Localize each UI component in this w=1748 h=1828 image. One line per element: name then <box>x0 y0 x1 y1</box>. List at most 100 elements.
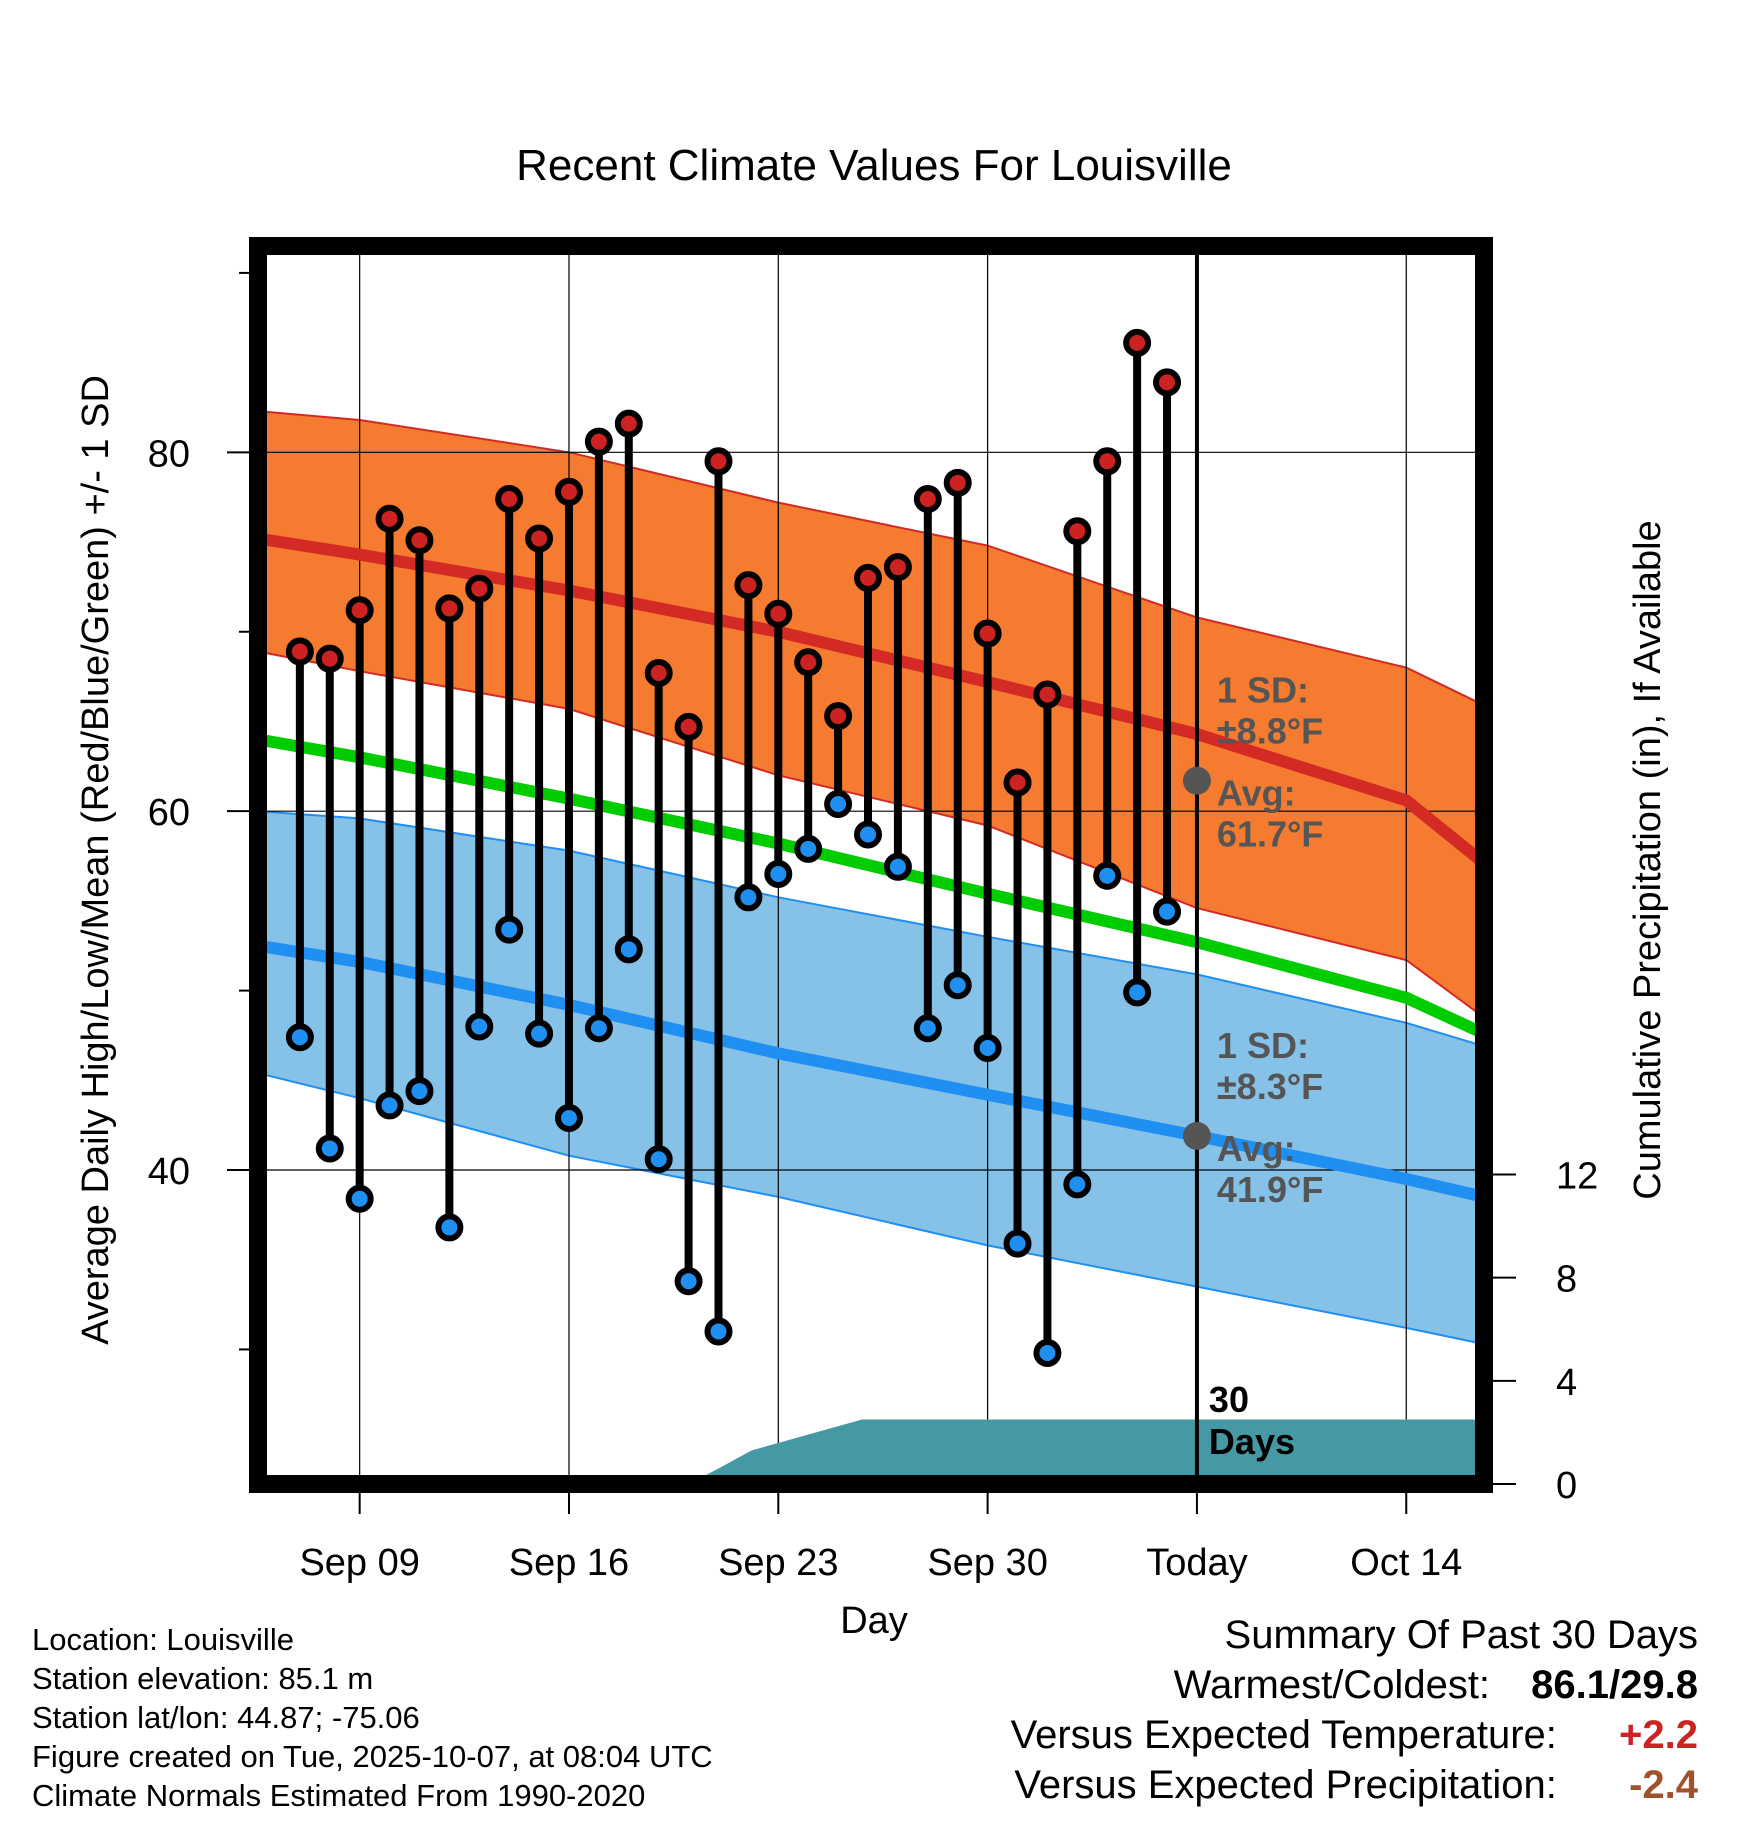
daily-high-point <box>1003 768 1032 797</box>
daily-low-point <box>913 1014 942 1043</box>
low-avg-value: 41.9°F <box>1217 1169 1323 1210</box>
daily-high-point <box>584 427 613 456</box>
daily-high-point <box>734 571 763 600</box>
daily-high-point <box>435 594 464 623</box>
high-avg-marker <box>1182 766 1211 795</box>
daily-high-point <box>883 553 912 582</box>
low-sd-label: 1 SD: <box>1217 1025 1309 1066</box>
days-count-label: 30 <box>1209 1379 1249 1420</box>
daily-low-point <box>584 1014 613 1043</box>
x-tick-label: Sep 23 <box>718 1542 838 1584</box>
daily-high-point <box>315 644 344 673</box>
daily-low-point <box>883 852 912 881</box>
summary-title: Summary Of Past 30 Days <box>1224 1613 1698 1657</box>
daily-low-point <box>973 1034 1002 1063</box>
daily-high-point <box>375 504 404 533</box>
daily-low-point <box>345 1184 374 1213</box>
daily-high-point <box>525 524 554 553</box>
daily-low-point <box>614 935 643 964</box>
daily-low-point <box>375 1091 404 1120</box>
summary-panel: Summary Of Past 30 Days Warmest/Coldest:… <box>1011 1610 1698 1810</box>
daily-high-point <box>405 526 434 555</box>
y-tick-label: 80 <box>148 433 190 475</box>
station-info: Location: Louisville Station elevation: … <box>32 1620 713 1815</box>
daily-high-point <box>854 563 883 592</box>
daily-high-point <box>1063 517 1092 546</box>
daily-high-point <box>824 702 853 731</box>
high-sd-label: 1 SD: <box>1217 670 1309 711</box>
location-text: Location: Louisville <box>32 1622 294 1657</box>
temp-label: Versus Expected Temperature: <box>1010 1713 1557 1757</box>
daily-low-point <box>525 1019 554 1048</box>
normal-high-line <box>257 532 1488 868</box>
daily-low-point <box>764 859 793 888</box>
daily-low-point <box>674 1267 703 1296</box>
daily-high-point <box>973 619 1002 648</box>
y-right-tick-label: 0 <box>1556 1465 1577 1507</box>
daily-high-point <box>614 409 643 438</box>
warm-cold-value: 86.1/29.8 <box>1531 1663 1698 1707</box>
chart-text: Recent Climate Values For Louisville Day… <box>75 141 1669 1642</box>
daily-low-point <box>644 1145 673 1174</box>
x-tick-label: Sep 30 <box>927 1542 1047 1584</box>
daily-low-point <box>315 1134 344 1163</box>
daily-high-point <box>794 648 823 677</box>
high-sd-value: ±8.8°F <box>1217 711 1323 752</box>
y-axis-right-label: Cumulative Precipitation (in), If Availa… <box>1627 520 1669 1199</box>
temp-row: Versus Expected Temperature: +2.2 <box>1011 1710 1698 1760</box>
x-tick-label: Oct 14 <box>1350 1542 1462 1584</box>
temp-value: +2.2 <box>1619 1713 1698 1757</box>
daily-low-point <box>704 1317 733 1346</box>
plot-border <box>249 237 1493 1493</box>
y-right-tick-label: 4 <box>1556 1362 1577 1404</box>
daily-high-point <box>1093 447 1122 476</box>
daily-high-point <box>1123 328 1152 357</box>
y-right-tick-label: 12 <box>1556 1156 1598 1198</box>
precip-label: Versus Expected Precipitation: <box>1014 1763 1557 1807</box>
daily-high-point <box>1153 368 1182 397</box>
daily-high-point <box>943 468 972 497</box>
daily-high-point <box>345 596 374 625</box>
daily-high-point <box>495 484 524 513</box>
daily-low-point <box>734 883 763 912</box>
daily-low-point <box>405 1077 434 1106</box>
daily-high-point <box>465 574 494 603</box>
daily-high-point <box>554 477 583 506</box>
low-avg-marker <box>1182 1121 1211 1150</box>
created-text: Figure created on Tue, 2025-10-07, at 08… <box>32 1739 713 1774</box>
precip-value: -2.4 <box>1629 1763 1698 1807</box>
daily-low-point <box>554 1103 583 1132</box>
y-right-tick-label: 8 <box>1556 1259 1577 1301</box>
latlon-text: Station lat/lon: 44.87; -75.06 <box>32 1700 420 1735</box>
daily-low-point <box>794 834 823 863</box>
daily-low-point <box>1153 897 1182 926</box>
daily-high-point <box>1033 680 1062 709</box>
daily-low-point <box>465 1012 494 1041</box>
normals-text: Climate Normals Estimated From 1990-2020 <box>32 1778 646 1813</box>
y-axis-label: Average Daily High/Low/Mean (Red/Blue/Gr… <box>75 375 117 1345</box>
x-tick-label: Sep 16 <box>509 1542 629 1584</box>
precip-area <box>649 1419 1484 1484</box>
normal-low-line <box>257 939 1486 1203</box>
normal-mean-line <box>256 733 1487 1040</box>
low-avg-label: Avg: <box>1217 1128 1296 1169</box>
chart-title: Recent Climate Values For Louisville <box>516 141 1232 190</box>
normal-lines <box>256 246 1488 1484</box>
precip-row: Versus Expected Precipitation: -2.4 <box>1011 1760 1698 1810</box>
daily-high-point <box>764 599 793 628</box>
daily-low-point <box>495 915 524 944</box>
daily-low-point <box>285 1023 314 1052</box>
observations <box>285 328 1211 1368</box>
x-tick-label: Sep 09 <box>299 1542 419 1584</box>
plot-frame <box>227 237 1516 1514</box>
daily-low-point <box>854 820 883 849</box>
daily-low-point <box>943 971 972 1000</box>
warm-cold-label: Warmest/Coldest: <box>1173 1663 1491 1707</box>
elevation-text: Station elevation: 85.1 m <box>32 1661 374 1696</box>
daily-low-point <box>1003 1229 1032 1258</box>
daily-high-point <box>913 484 942 513</box>
precip-area-fill <box>649 1419 1484 1484</box>
daily-low-point <box>1063 1170 1092 1199</box>
daily-low-point <box>435 1213 464 1242</box>
